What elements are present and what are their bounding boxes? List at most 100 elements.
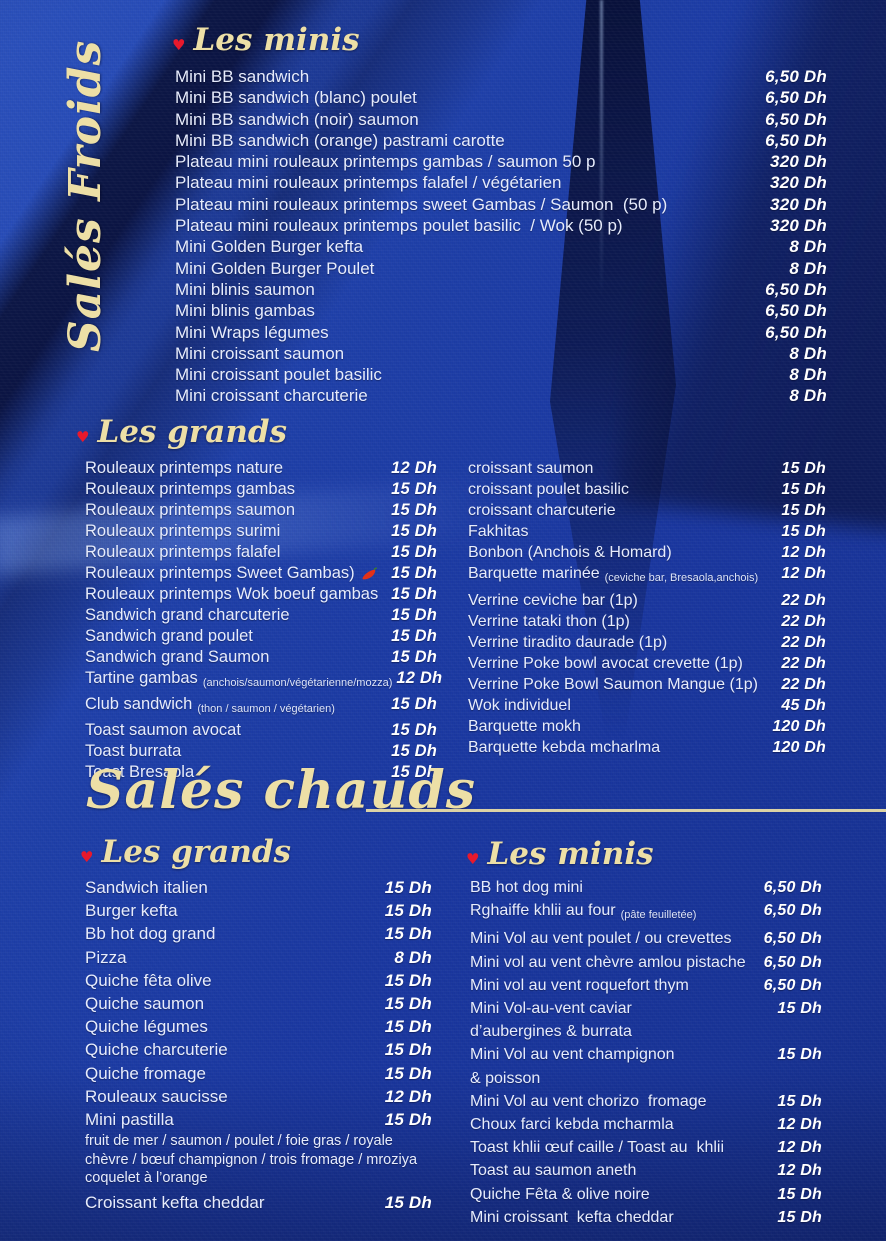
- item-name: Verrine Poke Bowl Saumon Mangue (1p): [468, 675, 758, 693]
- menu-item-row: croissant saumon 15 Dh: [468, 458, 826, 479]
- menu-item-row: Fakhitas 15 Dh: [468, 521, 826, 542]
- item-price: 15 Dh: [384, 1193, 432, 1213]
- menu-item-row: Mini pastilla 15 Dh fruit de mer / saumo…: [85, 1108, 432, 1188]
- item-name: Pizza: [85, 947, 127, 967]
- item-name: Rouleaux printemps Sweet Gambas): [85, 564, 355, 582]
- item-name: Mini Wraps légumes: [175, 322, 329, 342]
- item-price: 15 Dh: [384, 901, 432, 921]
- section-heading-sc-minis: ♥ Les minis: [466, 836, 654, 872]
- menu-item-row: Verrine Poke bowl avocat crevette (1p) 2…: [468, 653, 826, 674]
- item-price: 15 Dh: [781, 523, 826, 541]
- item-name: Choux farci kebda mcharmla: [470, 1116, 674, 1134]
- item-name: croissant saumon: [468, 460, 594, 477]
- menu-item-row: Toast khlii œuf caille / Toast au khlii …: [470, 1136, 822, 1159]
- item-name: Rouleaux printemps saumon: [85, 501, 296, 519]
- item-name: Mini blinis saumon: [175, 279, 315, 299]
- menu-item-row: Mini vol au vent chèvre amlou pistache 6…: [470, 951, 822, 974]
- item-name: Mini croissant kefta cheddar: [470, 1208, 674, 1226]
- item-name: Mini BB sandwich (blanc) poulet: [175, 88, 417, 108]
- item-price: 15 Dh: [781, 460, 826, 477]
- item-price: 15 Dh: [777, 1185, 822, 1203]
- item-price: 15 Dh: [781, 481, 826, 499]
- item-note: (ceviche bar, Bresaola,anchois): [604, 572, 759, 585]
- item-price: 12 Dh: [781, 565, 826, 583]
- item-price: 15 Dh: [384, 1063, 432, 1083]
- item-name: Mini croissant charcuterie: [175, 386, 368, 406]
- menu-item-row: Tartine gambas (anchois/saumon/végétarie…: [85, 668, 442, 694]
- item-name: Rghaiffe khlii au four: [470, 902, 616, 920]
- item-price: 8 Dh: [789, 343, 827, 363]
- menu-item-row: Plateau mini rouleaux printemps poulet b…: [175, 215, 827, 236]
- item-name: Quiche fromage: [85, 1063, 206, 1083]
- menu-item-row: Rouleaux printemps Sweet Gambas) 15 Dh: [85, 563, 437, 584]
- item-price: 120 Dh: [772, 718, 826, 736]
- menu-item-row: Rouleaux printemps Wok boeuf gambas 15 D…: [85, 584, 437, 605]
- item-price: 12 Dh: [396, 669, 443, 687]
- menu-item-row: Mini Vol au vent chorizo fromage 15 Dh: [470, 1090, 822, 1113]
- item-price: 6,50 Dh: [765, 279, 827, 299]
- item-name: Plateau mini rouleaux printemps sweet Ga…: [175, 194, 668, 214]
- item-name: Toast khlii œuf caille / Toast au khlii: [470, 1139, 725, 1157]
- item-name: Bonbon (Anchois & Homard): [468, 544, 672, 562]
- item-price: 15 Dh: [391, 742, 437, 760]
- menu-item-row: Mini BB sandwich (noir) saumon 6,50 Dh: [175, 109, 827, 130]
- item-price: 15 Dh: [777, 1046, 822, 1064]
- heart-icon: ♥: [172, 36, 186, 54]
- item-name: Mini Vol au vent poulet / ou crevettes: [470, 930, 732, 948]
- heading-divider-line: [366, 809, 886, 812]
- item-price: 6,50 Dh: [763, 976, 822, 994]
- menu-item-row: Toast saumon avocat 15 Dh: [85, 720, 437, 741]
- item-price: 15 Dh: [384, 924, 432, 944]
- item-price: 320 Dh: [770, 194, 827, 214]
- menu-item-row: Mini croissant poulet basilic 8 Dh: [175, 364, 827, 385]
- item-name: Mini Vol au vent champignon & poisson: [470, 1046, 675, 1087]
- item-price: 320 Dh: [770, 216, 827, 236]
- menu-item-row: Mini BB sandwich 6,50 Dh: [175, 66, 827, 87]
- menu-item-row: Toast au saumon aneth 12 Dh: [470, 1159, 822, 1182]
- item-name: Sandwich grand Saumon: [85, 648, 270, 666]
- item-name: Croissant kefta cheddar: [85, 1193, 265, 1213]
- item-name: Club sandwich: [85, 695, 193, 713]
- section-heading-sc-grands: ♥ Les grands: [80, 834, 291, 870]
- menu-item-row: Rouleaux printemps falafel 15 Dh: [85, 542, 437, 563]
- menu-item-row: Plateau mini rouleaux printemps sweet Ga…: [175, 194, 827, 215]
- menu-item-row: Mini BB sandwich (orange) pastrami carot…: [175, 130, 827, 151]
- item-price: 15 Dh: [391, 480, 437, 498]
- heart-icon: ♥: [76, 428, 90, 446]
- item-price: 22 Dh: [781, 612, 826, 630]
- item-price: 6,50 Dh: [763, 902, 822, 920]
- item-name: Mini BB sandwich (orange) pastrami carot…: [175, 130, 505, 150]
- item-name: Mini vol au vent chèvre amlou pistache: [470, 953, 746, 971]
- item-description: fruit de mer / saumon / poulet / foie gr…: [85, 1133, 418, 1187]
- section-heading-sf-grands: ♥ Les grands: [76, 414, 287, 450]
- item-name: Quiche saumon: [85, 994, 205, 1014]
- item-price: 12 Dh: [777, 1116, 822, 1134]
- item-price: 22 Dh: [781, 675, 826, 693]
- item-name: Mini Vol au vent chorizo fromage: [470, 1092, 707, 1110]
- item-name: Sandwich grand poulet: [85, 627, 253, 645]
- item-name: Verrine Poke bowl avocat crevette (1p): [468, 654, 743, 672]
- item-name: Mini Golden Burger kefta: [175, 237, 364, 257]
- menu-list-sc-minis: BB hot dog mini 6,50 Dh Rghaiffe khlii a…: [470, 876, 822, 1229]
- menu-item-row: Mini vol au vent roquefort thym 6,50 Dh: [470, 974, 822, 997]
- menu-item-row: Club sandwich (thon / saumon / végétarie…: [85, 694, 437, 720]
- item-price: 12 Dh: [777, 1139, 822, 1157]
- item-price: 15 Dh: [781, 502, 826, 520]
- item-price: 15 Dh: [391, 585, 437, 603]
- heart-icon: ♥: [466, 850, 480, 868]
- item-price: 6,50 Dh: [765, 88, 827, 108]
- item-name: Verrine tataki thon (1p): [468, 612, 630, 630]
- item-price: 15 Dh: [391, 606, 437, 624]
- item-note: (anchois/saumon/végétarienne/mozza): [202, 677, 393, 689]
- item-price: 15 Dh: [777, 1208, 822, 1226]
- menu-item-row: Croissant kefta cheddar 15 Dh: [85, 1191, 432, 1214]
- menu-item-row: Wok individuel 45 Dh: [468, 695, 826, 716]
- section-title: Les grands: [101, 834, 291, 870]
- item-name: Verrine tiradito daurade (1p): [468, 633, 668, 651]
- item-name: Verrine ceviche bar (1p): [468, 591, 638, 609]
- item-name: Quiche Fêta & olive noire: [470, 1185, 650, 1203]
- item-name: Rouleaux printemps falafel: [85, 543, 281, 561]
- item-price: 15 Dh: [391, 543, 437, 561]
- menu-item-row: croissant poulet basilic 15 Dh: [468, 479, 826, 500]
- item-price: 120 Dh: [772, 739, 826, 757]
